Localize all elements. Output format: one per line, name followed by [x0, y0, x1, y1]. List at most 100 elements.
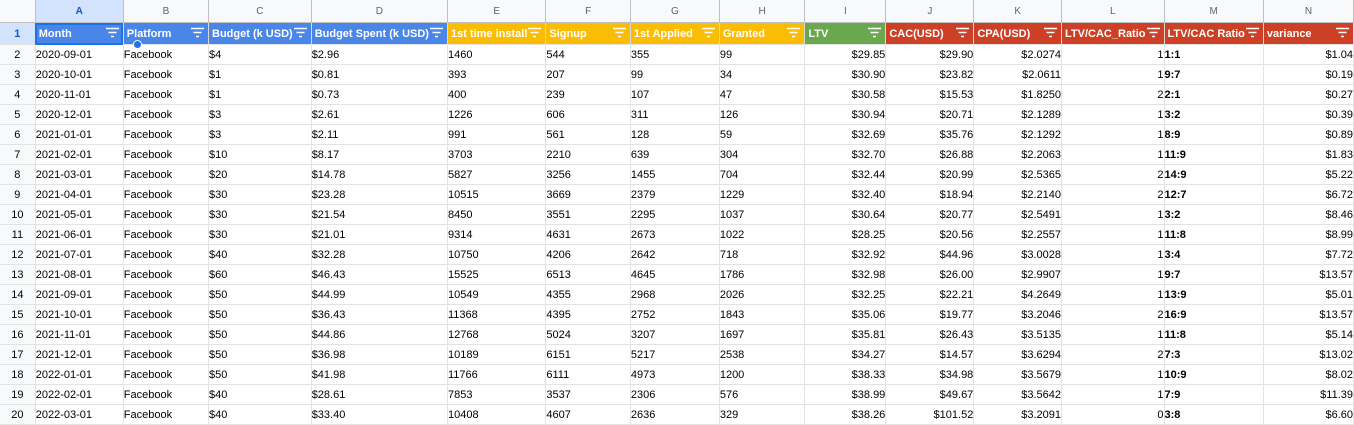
table-cell[interactable]: 0	[1061, 404, 1165, 425]
column-header-e[interactable]: E	[447, 0, 547, 23]
table-cell[interactable]: 12:7	[1164, 184, 1264, 205]
table-cell[interactable]: $50	[208, 304, 312, 325]
table-cell[interactable]: $1	[208, 64, 312, 85]
table-cell[interactable]: Facebook	[123, 64, 210, 85]
table-cell[interactable]: 6513	[545, 264, 631, 285]
table-cell[interactable]: 2673	[630, 224, 720, 245]
table-cell[interactable]: 1	[1061, 144, 1165, 165]
table-cell[interactable]: $29.90	[885, 44, 975, 65]
table-cell[interactable]: $3.2046	[973, 304, 1063, 325]
table-cell[interactable]: 355	[630, 44, 720, 65]
column-header-j[interactable]: J	[885, 0, 975, 23]
table-cell[interactable]: $40	[208, 384, 312, 405]
row-number[interactable]: 15	[0, 304, 36, 325]
table-cell[interactable]: $6.60	[1263, 404, 1354, 425]
table-cell[interactable]: $38.26	[804, 404, 887, 425]
table-cell[interactable]: $32.44	[804, 164, 887, 185]
table-cell[interactable]: $3	[208, 104, 312, 125]
table-cell[interactable]: 10515	[447, 184, 547, 205]
table-cell[interactable]: 3256	[545, 164, 631, 185]
table-cell[interactable]: $6.72	[1263, 184, 1354, 205]
table-cell[interactable]: 15525	[447, 264, 547, 285]
table-cell[interactable]: 11:8	[1164, 324, 1264, 345]
table-cell[interactable]: $20	[208, 164, 312, 185]
table-cell[interactable]: $23.82	[885, 64, 975, 85]
table-cell[interactable]: 239	[545, 84, 631, 105]
table-cell[interactable]: 7:3	[1164, 344, 1264, 365]
table-cell[interactable]: 126	[719, 104, 806, 125]
table-cell[interactable]: 10189	[447, 344, 547, 365]
table-cell[interactable]: $30.94	[804, 104, 887, 125]
table-cell[interactable]: 2021-04-01	[35, 184, 124, 205]
table-cell[interactable]: 2022-01-01	[35, 364, 124, 385]
table-cell[interactable]: 2021-06-01	[35, 224, 124, 245]
column-header-m[interactable]: M	[1164, 0, 1264, 23]
table-cell[interactable]: Facebook	[123, 264, 210, 285]
table-cell[interactable]: 2	[1061, 304, 1165, 325]
table-cell[interactable]: 329	[719, 404, 806, 425]
table-cell[interactable]: $3.2091	[973, 404, 1063, 425]
table-cell[interactable]: $13.57	[1263, 304, 1354, 325]
table-cell[interactable]: 561	[545, 124, 631, 145]
table-cell[interactable]: $15.53	[885, 84, 975, 105]
row-number[interactable]: 19	[0, 384, 36, 405]
row-number[interactable]: 9	[0, 184, 36, 205]
filter-icon[interactable]	[1336, 27, 1349, 39]
table-cell[interactable]: $5.22	[1263, 164, 1354, 185]
table-cell[interactable]: 639	[630, 144, 720, 165]
row-number[interactable]: 14	[0, 284, 36, 305]
table-cell[interactable]: 704	[719, 164, 806, 185]
table-cell[interactable]: $38.33	[804, 364, 887, 385]
table-cell[interactable]: $22.21	[885, 284, 975, 305]
table-cell[interactable]: Facebook	[123, 284, 210, 305]
row-number[interactable]: 20	[0, 404, 36, 425]
table-cell[interactable]: $29.85	[804, 44, 887, 65]
table-cell[interactable]: 304	[719, 144, 806, 165]
row-number[interactable]: 3	[0, 64, 36, 85]
row-number[interactable]: 5	[0, 104, 36, 125]
column-header-k[interactable]: K	[973, 0, 1063, 23]
table-cell[interactable]: 7:9	[1164, 384, 1264, 405]
row-number[interactable]: 17	[0, 344, 36, 365]
table-cell[interactable]: 16:9	[1164, 304, 1264, 325]
table-cell[interactable]: 1	[1061, 264, 1165, 285]
table-cell[interactable]: $13.57	[1263, 264, 1354, 285]
table-cell[interactable]: 3207	[630, 324, 720, 345]
table-cell[interactable]: $2.5491	[973, 204, 1063, 225]
table-cell[interactable]: 1460	[447, 44, 547, 65]
table-cell[interactable]: $5.01	[1263, 284, 1354, 305]
table-cell[interactable]: $2.2557	[973, 224, 1063, 245]
table-cell[interactable]: $26.00	[885, 264, 975, 285]
table-cell[interactable]: $0.81	[311, 64, 448, 85]
fill-handle[interactable]	[133, 40, 142, 49]
table-cell[interactable]: $3.5135	[973, 324, 1063, 345]
table-cell[interactable]: $44.86	[311, 324, 448, 345]
table-cell[interactable]: $26.43	[885, 324, 975, 345]
table-cell[interactable]: Facebook	[123, 144, 210, 165]
filter-icon[interactable]	[429, 27, 443, 39]
column-header-b[interactable]: B	[123, 0, 210, 23]
table-cell[interactable]: $8.02	[1263, 364, 1354, 385]
table-cell[interactable]: Facebook	[123, 224, 210, 245]
table-cell[interactable]: 1	[1061, 384, 1165, 405]
column-header-f[interactable]: F	[545, 0, 631, 23]
table-cell[interactable]: Facebook	[123, 44, 210, 65]
table-cell[interactable]: 34	[719, 64, 806, 85]
filter-icon[interactable]	[1146, 27, 1160, 39]
table-cell[interactable]: 6151	[545, 344, 631, 365]
table-cell[interactable]: 13:9	[1164, 284, 1264, 305]
header-cell[interactable]: Month	[35, 22, 124, 45]
table-cell[interactable]: 1226	[447, 104, 547, 125]
table-cell[interactable]: 3:4	[1164, 244, 1264, 265]
table-cell[interactable]: 3537	[545, 384, 631, 405]
table-cell[interactable]: $21.54	[311, 204, 448, 225]
table-cell[interactable]: $14.57	[885, 344, 975, 365]
table-cell[interactable]: $3.6294	[973, 344, 1063, 365]
header-cell[interactable]: Budget Spent (k USD)	[311, 22, 448, 45]
table-cell[interactable]: 2210	[545, 144, 631, 165]
row-number[interactable]: 13	[0, 264, 36, 285]
filter-icon[interactable]	[293, 27, 307, 39]
table-cell[interactable]: 2021-12-01	[35, 344, 124, 365]
table-cell[interactable]: 2020-11-01	[35, 84, 124, 105]
table-cell[interactable]: 400	[447, 84, 547, 105]
